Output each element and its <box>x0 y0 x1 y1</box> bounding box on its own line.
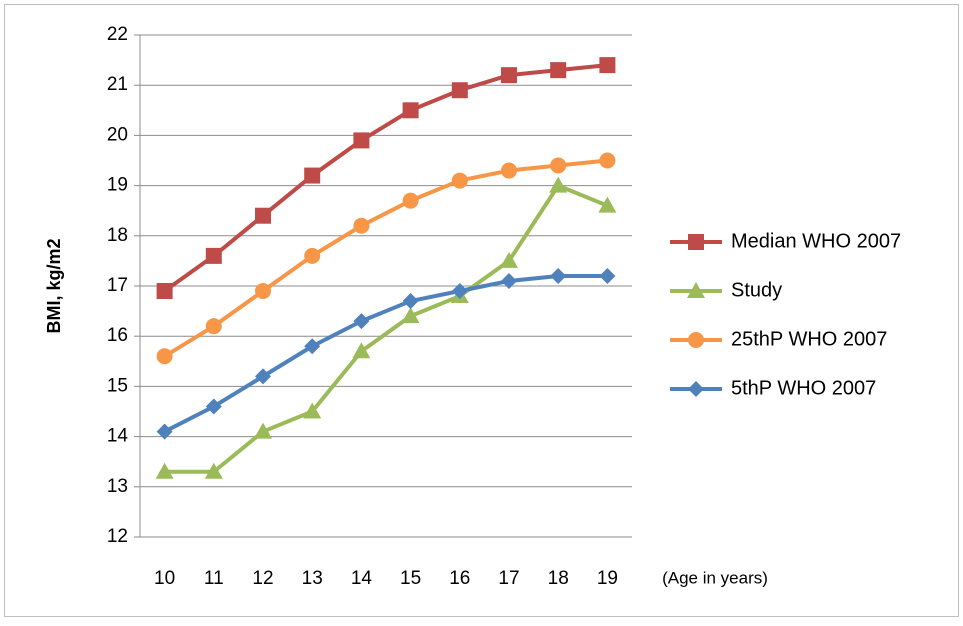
marker-square <box>599 57 616 74</box>
series-line <box>163 158 608 358</box>
chart-frame <box>4 4 959 617</box>
marker-diamond <box>205 398 222 415</box>
marker-diamond <box>353 313 370 330</box>
marker-diamond <box>156 423 173 440</box>
legend-label: Study <box>731 279 782 301</box>
marker-square <box>688 234 704 250</box>
marker-diamond <box>688 381 704 397</box>
y-tick-label: 21 <box>107 74 128 95</box>
y-tick-label: 13 <box>107 476 128 497</box>
marker-square <box>353 132 370 149</box>
marker-square <box>501 67 517 84</box>
marker-circle <box>550 157 567 174</box>
marker-circle <box>156 348 173 365</box>
x-tick-label: 12 <box>252 568 273 589</box>
x-tick-label: 19 <box>597 568 618 589</box>
marker-square <box>550 62 567 79</box>
x-tick-label: 11 <box>204 568 224 589</box>
x-tick-label: 10 <box>154 568 175 589</box>
x-axis-label: (Age in years) <box>662 568 768 587</box>
series-line <box>163 273 608 434</box>
y-tick-label: 15 <box>107 375 128 396</box>
marker-diamond <box>599 267 616 284</box>
x-tick-label: 13 <box>302 568 323 589</box>
marker-triangle <box>500 251 518 268</box>
x-tick-label: 15 <box>400 568 421 589</box>
marker-diamond <box>255 368 271 385</box>
marker-circle <box>353 217 370 234</box>
marker-triangle <box>303 402 322 419</box>
y-tick-label: 22 <box>107 24 128 45</box>
series-line <box>164 183 609 474</box>
marker-diamond <box>304 338 321 355</box>
x-tick-label: 14 <box>351 568 373 589</box>
marker-circle <box>304 247 321 264</box>
marker-triangle <box>204 462 223 479</box>
legend-label: Median WHO 2007 <box>731 230 901 252</box>
marker-triangle <box>352 342 371 359</box>
y-tick-label: 18 <box>107 225 128 246</box>
marker-triangle <box>155 462 174 479</box>
marker-square <box>156 283 173 300</box>
y-tick-label: 20 <box>107 124 128 145</box>
marker-circle <box>688 332 704 348</box>
series-line <box>163 63 608 293</box>
marker-circle <box>599 152 616 169</box>
y-axis-label: BMI, kg/m2 <box>44 238 64 333</box>
marker-circle <box>501 162 517 179</box>
marker-circle <box>205 318 222 335</box>
legend-label: 25thP WHO 2007 <box>731 328 887 350</box>
marker-square <box>304 167 321 184</box>
marker-diamond <box>402 293 419 310</box>
marker-diamond <box>501 272 517 289</box>
y-tick-label: 17 <box>107 275 128 296</box>
y-tick-label: 19 <box>107 175 128 196</box>
y-tick-label: 16 <box>107 325 128 346</box>
marker-triangle <box>598 196 617 213</box>
x-tick-label: 18 <box>548 568 569 589</box>
marker-triangle <box>687 282 705 298</box>
y-tick-label: 14 <box>107 426 129 447</box>
marker-triangle <box>254 422 272 439</box>
marker-triangle <box>549 176 568 193</box>
y-tick-label: 12 <box>107 526 128 547</box>
marker-circle <box>402 192 419 209</box>
marker-triangle <box>401 307 420 324</box>
marker-square <box>451 82 468 99</box>
marker-circle <box>451 172 468 189</box>
x-tick-label: 17 <box>498 568 519 589</box>
marker-square <box>402 102 419 119</box>
x-tick-label: 16 <box>449 568 470 589</box>
marker-square <box>255 207 271 224</box>
marker-diamond <box>550 267 567 284</box>
marker-square <box>205 247 222 264</box>
marker-circle <box>255 283 271 300</box>
legend-label: 5thP WHO 2007 <box>731 377 876 399</box>
marker-diamond <box>451 283 468 300</box>
